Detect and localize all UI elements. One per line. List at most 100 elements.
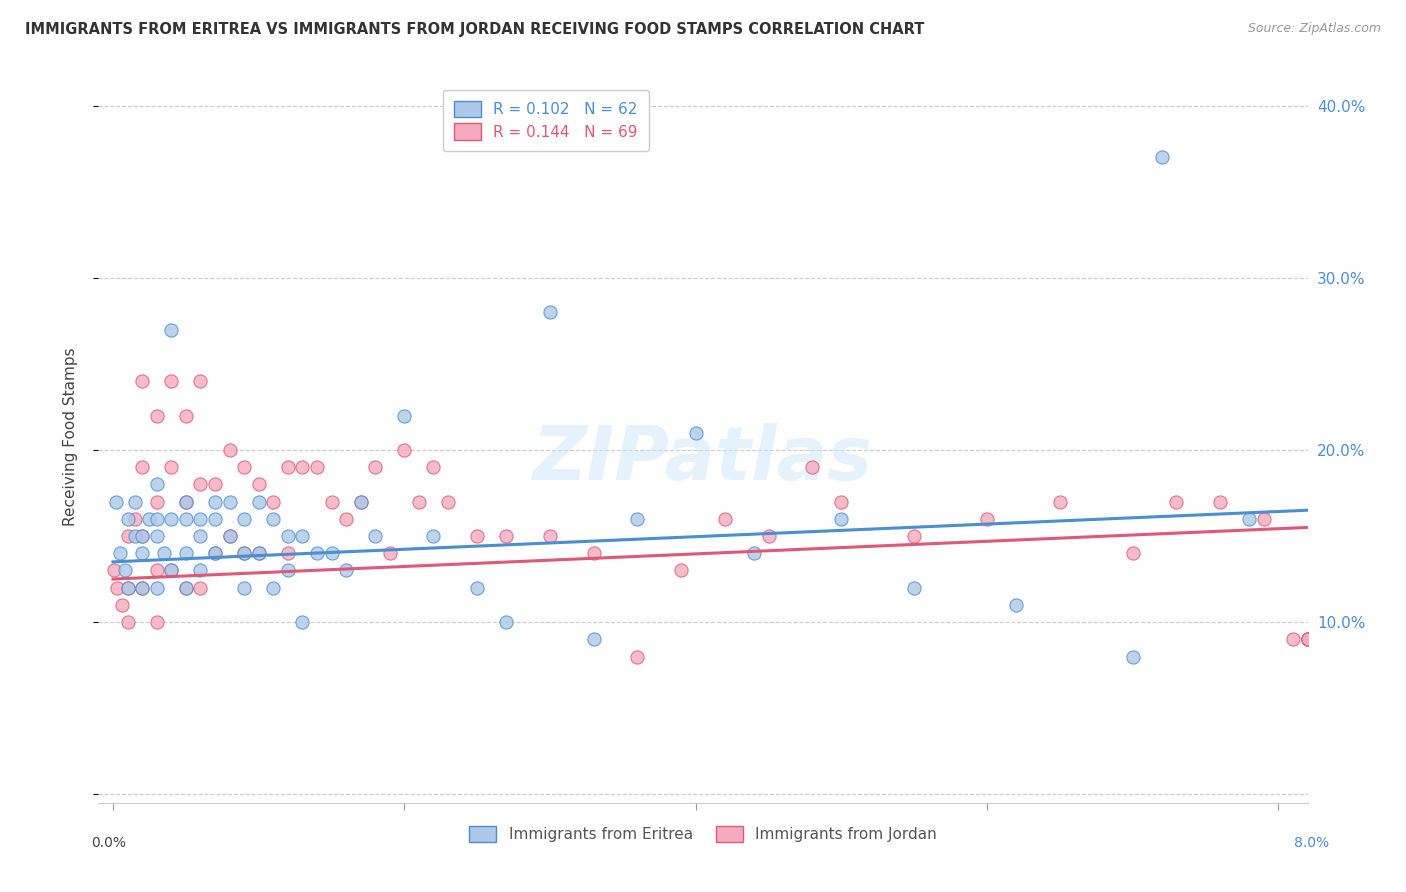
- Point: [204, 477, 226, 491]
- Point: [714, 512, 737, 526]
- Point: [145, 564, 167, 578]
- Point: [335, 512, 357, 526]
- Point: [277, 546, 299, 560]
- Point: [1296, 632, 1319, 647]
- Point: [174, 581, 197, 595]
- Point: [335, 564, 357, 578]
- Point: [1296, 632, 1319, 647]
- Point: [190, 374, 212, 388]
- Point: [174, 546, 197, 560]
- Point: [321, 494, 343, 508]
- Point: [830, 494, 852, 508]
- Point: [160, 460, 183, 475]
- Point: [204, 546, 226, 560]
- Legend: Immigrants from Eritrea, Immigrants from Jordan: Immigrants from Eritrea, Immigrants from…: [461, 818, 945, 850]
- Point: [204, 512, 226, 526]
- Point: [124, 512, 146, 526]
- Point: [1005, 598, 1028, 612]
- Point: [394, 409, 416, 423]
- Point: [1296, 632, 1319, 647]
- Point: [1150, 150, 1173, 164]
- Point: [1296, 632, 1319, 647]
- Point: [117, 615, 139, 629]
- Point: [124, 529, 146, 543]
- Point: [758, 529, 780, 543]
- Point: [350, 494, 373, 508]
- Point: [291, 529, 314, 543]
- Point: [669, 564, 692, 578]
- Point: [247, 494, 270, 508]
- Point: [111, 598, 134, 612]
- Point: [262, 512, 284, 526]
- Point: [422, 529, 444, 543]
- Point: [1209, 494, 1232, 508]
- Point: [131, 374, 153, 388]
- Point: [305, 546, 328, 560]
- Point: [204, 546, 226, 560]
- Point: [1122, 649, 1144, 664]
- Point: [218, 494, 240, 508]
- Point: [145, 409, 167, 423]
- Y-axis label: Receiving Food Stamps: Receiving Food Stamps: [63, 348, 77, 526]
- Point: [174, 512, 197, 526]
- Point: [105, 581, 128, 595]
- Point: [408, 494, 430, 508]
- Point: [114, 564, 136, 578]
- Point: [626, 649, 648, 664]
- Point: [685, 425, 707, 440]
- Point: [131, 581, 153, 595]
- Point: [160, 322, 183, 336]
- Point: [277, 564, 299, 578]
- Point: [138, 512, 160, 526]
- Point: [174, 494, 197, 508]
- Point: [218, 442, 240, 457]
- Point: [378, 546, 401, 560]
- Point: [903, 529, 925, 543]
- Point: [1049, 494, 1071, 508]
- Point: [131, 529, 153, 543]
- Point: [160, 374, 183, 388]
- Point: [131, 529, 153, 543]
- Point: [160, 564, 183, 578]
- Point: [174, 409, 197, 423]
- Text: 8.0%: 8.0%: [1294, 836, 1329, 850]
- Point: [174, 581, 197, 595]
- Point: [538, 529, 561, 543]
- Point: [131, 460, 153, 475]
- Point: [117, 529, 139, 543]
- Point: [190, 581, 212, 595]
- Point: [104, 494, 127, 508]
- Point: [174, 494, 197, 508]
- Point: [145, 529, 167, 543]
- Point: [124, 494, 146, 508]
- Point: [291, 460, 314, 475]
- Point: [1282, 632, 1305, 647]
- Point: [582, 632, 605, 647]
- Point: [204, 494, 226, 508]
- Point: [247, 546, 270, 560]
- Point: [190, 564, 212, 578]
- Point: [117, 581, 139, 595]
- Point: [233, 546, 256, 560]
- Point: [190, 529, 212, 543]
- Point: [394, 442, 416, 457]
- Text: Source: ZipAtlas.com: Source: ZipAtlas.com: [1247, 22, 1381, 36]
- Point: [262, 581, 284, 595]
- Point: [160, 512, 183, 526]
- Point: [801, 460, 824, 475]
- Point: [247, 477, 270, 491]
- Text: IMMIGRANTS FROM ERITREA VS IMMIGRANTS FROM JORDAN RECEIVING FOOD STAMPS CORRELAT: IMMIGRANTS FROM ERITREA VS IMMIGRANTS FR…: [25, 22, 925, 37]
- Point: [465, 529, 488, 543]
- Point: [277, 529, 299, 543]
- Point: [1296, 632, 1319, 647]
- Point: [321, 546, 343, 560]
- Point: [626, 512, 648, 526]
- Point: [1166, 494, 1188, 508]
- Point: [830, 512, 852, 526]
- Point: [153, 546, 176, 560]
- Point: [364, 460, 387, 475]
- Point: [233, 546, 256, 560]
- Point: [1122, 546, 1144, 560]
- Point: [233, 581, 256, 595]
- Point: [190, 512, 212, 526]
